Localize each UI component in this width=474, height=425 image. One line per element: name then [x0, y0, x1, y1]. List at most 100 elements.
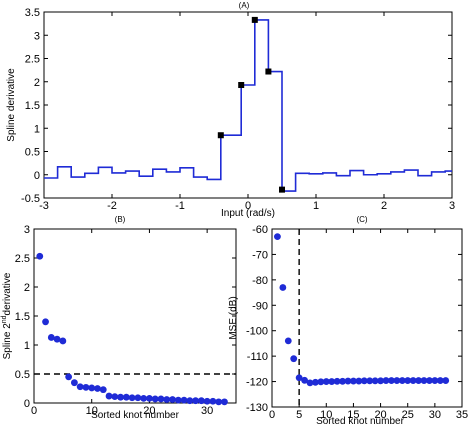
- panel-a-y-tick-label: 1: [34, 123, 40, 135]
- panel-a-x-tick-label: -3: [39, 200, 49, 212]
- panel-c-point: [436, 377, 444, 384]
- panel-c-point: [328, 378, 336, 385]
- panel-a-step-line: [44, 19, 452, 192]
- panel-b-xlabel: Sorted knot number: [91, 410, 179, 421]
- panel-c-point: [382, 377, 390, 384]
- panel-a-knot-marker: [265, 68, 272, 75]
- panel-a-x-tick-label: -1: [175, 200, 185, 212]
- panel-b-y-tick-label: 0.5: [15, 369, 30, 381]
- panel-c-point: [317, 378, 325, 386]
- panel-a-x-tick-label: 0: [245, 200, 251, 212]
- panel-b-y-tick-label: 2.5: [15, 253, 30, 265]
- panel-b-x-tick-label: 30: [201, 405, 213, 417]
- panel-a-y-tick-label: -0.5: [21, 193, 40, 205]
- panel-b-point: [221, 398, 228, 406]
- panel-b-point: [146, 394, 153, 402]
- panel-b-point: [151, 395, 159, 403]
- panel-b-point: [94, 385, 101, 392]
- panel-c-title: (C): [356, 215, 367, 224]
- panel-b-point: [157, 395, 165, 403]
- panel-c-x-tick-label: 0: [269, 409, 275, 421]
- panel-b-y-tick-label: 3: [24, 224, 30, 236]
- panel-b-point: [59, 337, 67, 345]
- panel-c-point: [398, 377, 406, 384]
- panel-c-point: [426, 377, 433, 384]
- panel-c-x-tick-label: 5: [296, 409, 302, 421]
- panel-b-x-tick-label: 10: [86, 405, 98, 417]
- panel-c: (C) 0 5 10 15 20 25 30 35 -60 -70 -80 -90 -100 -110 -1…: [228, 215, 468, 425]
- panel-b-point: [140, 394, 148, 402]
- panel-a-y-tick-label: 0.5: [25, 147, 40, 159]
- panel-a-knot-marker: [238, 82, 245, 89]
- panel-c-y-tick-label: -70: [252, 249, 268, 261]
- panel-c-point: [393, 377, 401, 384]
- panel-a-y-tick-label: 3.5: [25, 7, 40, 19]
- panel-c-point: [366, 377, 374, 385]
- panel-c-point: [322, 378, 330, 385]
- panel-b-y-tick-label: 1: [24, 340, 30, 352]
- panel-c-point: [274, 233, 281, 241]
- panel-b-point: [42, 318, 49, 326]
- panel-c-x-tick-label: 30: [429, 409, 441, 421]
- panel-b-point: [82, 383, 90, 391]
- panel-a-knot-marker: [251, 16, 258, 23]
- panel-a-x-tick-label: 3: [449, 200, 455, 212]
- panel-c-y-tick-label: -110: [247, 351, 268, 363]
- panel-b-y-tick-label: 0: [24, 398, 30, 410]
- panel-b-point: [71, 379, 78, 387]
- panel-b-point: [53, 335, 61, 343]
- panel-b-point: [36, 252, 44, 260]
- panel-b-point: [209, 397, 217, 405]
- panel-a-x-tick-label: 2: [381, 200, 387, 212]
- panel-c-point: [279, 284, 287, 291]
- panel-c-point: [306, 379, 314, 387]
- panel-c-y-tick-label: -60: [252, 224, 268, 236]
- panel-b-point: [192, 397, 200, 405]
- panel-c-y-tick-label: -100: [246, 326, 268, 338]
- panel-a-y-tick-label: 0: [34, 170, 40, 182]
- panel-a-knot-marker: [279, 186, 285, 193]
- panel-b-point: [197, 397, 205, 405]
- panel-b-point: [128, 394, 136, 402]
- panel-c-point: [404, 377, 412, 384]
- panel-c-point: [377, 377, 384, 385]
- panel-c-y-tick-label: -120: [246, 377, 268, 389]
- panel-b-point: [174, 396, 182, 404]
- panel-a-y-tick-label: 2: [34, 77, 40, 89]
- panel-b-x-tick-label: 20: [143, 405, 155, 417]
- panel-b-point: [76, 383, 84, 391]
- panel-a-xlabel: Input (rad/s): [221, 208, 275, 219]
- panel-b-point: [105, 392, 113, 400]
- panel-c-y-tick-label: -130: [246, 402, 268, 414]
- panel-c-point: [339, 377, 346, 385]
- panel-c-point: [431, 377, 439, 384]
- panel-b-ylabel: Spline 2ndderivative: [1, 272, 13, 359]
- panel-c-axes-frame: [271, 228, 463, 408]
- panel-c-y-tick-label: -80: [252, 275, 268, 287]
- panel-c-point: [355, 377, 363, 385]
- panel-b-y-tick-label: 1.5: [15, 311, 30, 323]
- panel-c-point: [371, 377, 379, 385]
- panel-a-knot-marker: [217, 132, 224, 139]
- panel-c-point: [442, 377, 450, 384]
- panel-a-y-tick-label: 1.5: [25, 100, 40, 112]
- panel-c-point: [409, 377, 417, 384]
- panel-c-point: [284, 337, 292, 345]
- panel-c-y-tick-label: -90: [252, 300, 268, 312]
- panel-a-title: (A): [239, 1, 250, 10]
- panel-c-point: [290, 355, 298, 363]
- panel-c-x-tick-label: 15: [347, 409, 359, 421]
- panel-b-point: [99, 386, 107, 394]
- panel-b-point: [47, 334, 55, 341]
- panel-a-y-tick-label: 3: [34, 30, 40, 42]
- panel-c-point: [333, 377, 341, 385]
- panel-c-x-tick-label: 10: [320, 409, 332, 421]
- panel-b-axes-frame: [33, 228, 237, 404]
- panel-b-point: [163, 396, 171, 403]
- panel-b-point: [122, 393, 130, 401]
- panel-b-point: [215, 398, 223, 406]
- panel-b-title: (B): [115, 215, 126, 224]
- panel-b-point: [88, 384, 96, 392]
- panel-c-ylabel: MSE (dB): [228, 296, 239, 339]
